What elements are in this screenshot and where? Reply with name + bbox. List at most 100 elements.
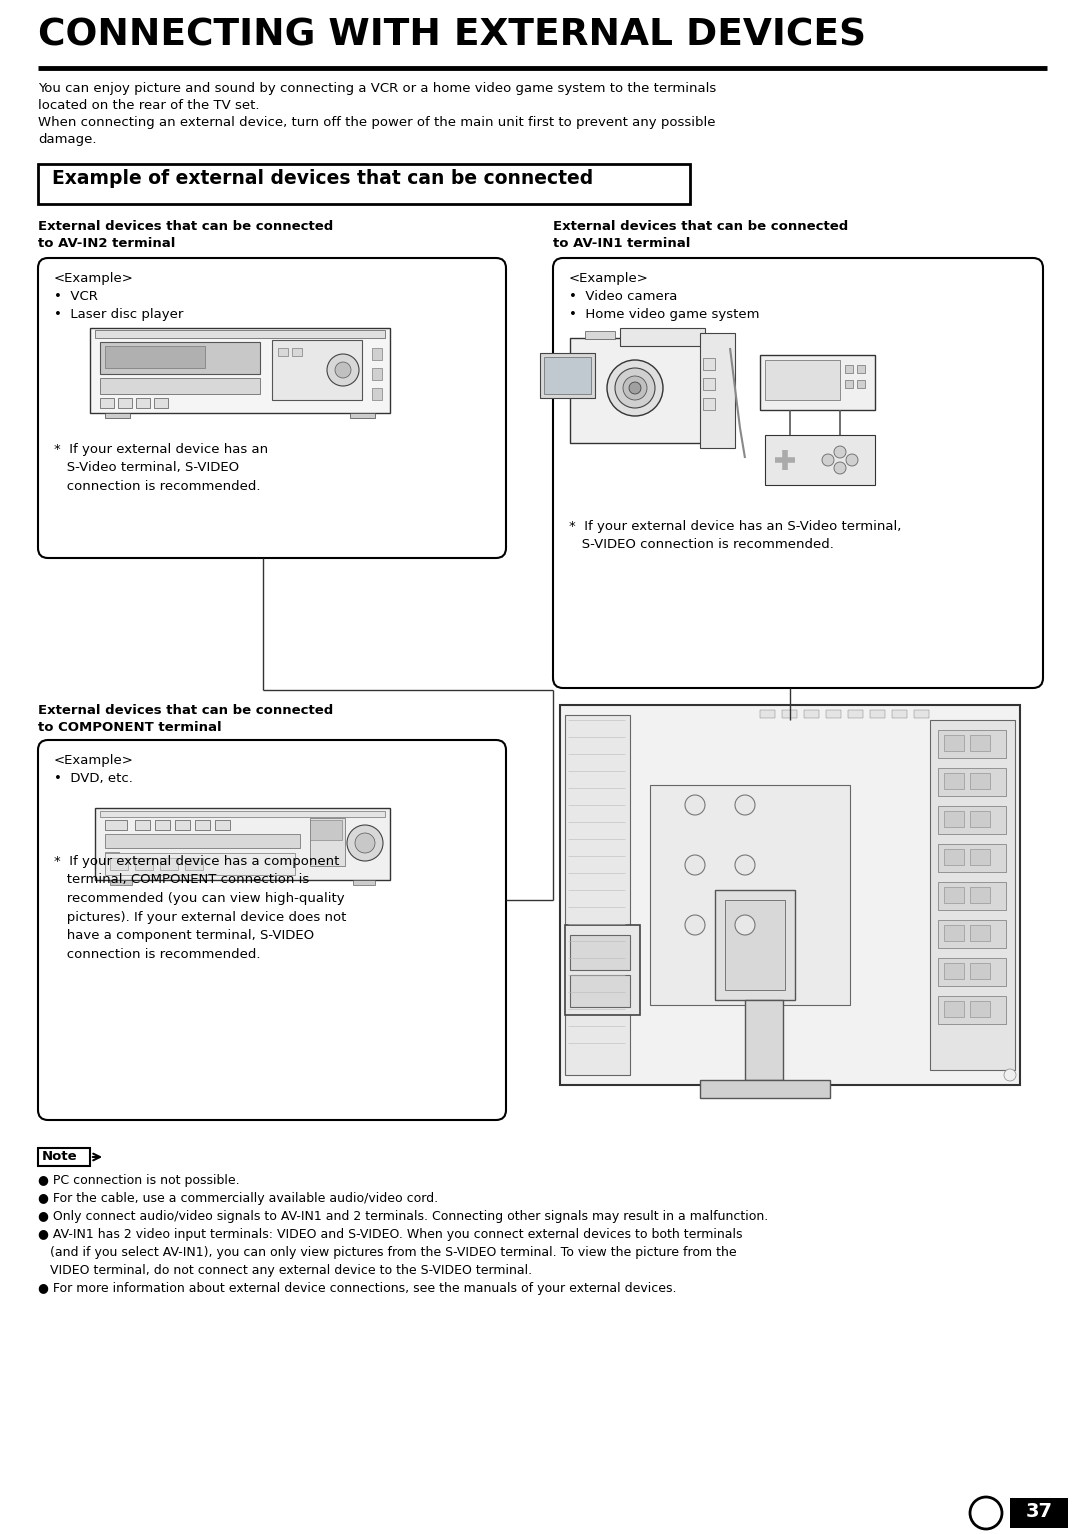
Bar: [160, 858, 178, 870]
Bar: [703, 397, 715, 410]
Bar: [105, 347, 205, 368]
Bar: [845, 365, 853, 373]
Text: VIDEO terminal, do not connect any external device to the S-VIDEO terminal.: VIDEO terminal, do not connect any exter…: [38, 1264, 532, 1276]
Bar: [804, 710, 819, 718]
FancyBboxPatch shape: [553, 258, 1043, 689]
Bar: [703, 357, 715, 370]
Circle shape: [335, 362, 351, 377]
Circle shape: [685, 914, 705, 936]
FancyBboxPatch shape: [38, 739, 507, 1120]
Circle shape: [629, 382, 642, 394]
Bar: [540, 353, 595, 397]
Bar: [970, 811, 990, 827]
Text: damage.: damage.: [38, 133, 96, 146]
Bar: [745, 1000, 783, 1080]
Bar: [565, 715, 630, 1075]
Bar: [570, 976, 630, 1006]
Text: •  Home video game system: • Home video game system: [569, 308, 759, 321]
Circle shape: [347, 825, 383, 861]
Text: External devices that can be connected: External devices that can be connected: [38, 219, 334, 233]
Bar: [565, 925, 640, 1016]
Bar: [544, 357, 591, 394]
Bar: [765, 360, 840, 400]
Bar: [703, 377, 715, 390]
Bar: [100, 377, 260, 394]
Bar: [944, 848, 964, 865]
Bar: [848, 710, 863, 718]
Text: ● For the cable, use a commercially available audio/video cord.: ● For the cable, use a commercially avai…: [38, 1192, 438, 1206]
Text: •  Video camera: • Video camera: [569, 290, 677, 304]
Bar: [135, 821, 150, 830]
Bar: [970, 1002, 990, 1017]
Bar: [125, 854, 135, 862]
Bar: [715, 890, 795, 1000]
Bar: [760, 710, 775, 718]
Bar: [95, 808, 390, 881]
Bar: [139, 854, 149, 862]
Circle shape: [822, 454, 834, 466]
Bar: [944, 887, 964, 904]
Text: located on the rear of the TV set.: located on the rear of the TV set.: [38, 100, 259, 112]
Bar: [353, 881, 375, 885]
Bar: [372, 388, 382, 400]
Bar: [944, 773, 964, 788]
Text: When connecting an external device, turn off the power of the main unit first to: When connecting an external device, turn…: [38, 117, 715, 129]
Bar: [939, 920, 1005, 948]
Bar: [110, 858, 129, 870]
Bar: [970, 963, 990, 979]
Text: to AV-IN1 terminal: to AV-IN1 terminal: [553, 236, 690, 250]
Bar: [195, 821, 210, 830]
Circle shape: [327, 354, 359, 387]
Bar: [650, 785, 850, 1005]
Circle shape: [615, 368, 654, 408]
Bar: [939, 730, 1005, 758]
Bar: [90, 328, 390, 413]
Bar: [970, 773, 990, 788]
Circle shape: [623, 376, 647, 400]
Text: ● Only connect audio/video signals to AV-IN1 and 2 terminals. Connecting other s: ● Only connect audio/video signals to AV…: [38, 1210, 768, 1223]
Bar: [970, 735, 990, 752]
Text: *  If your external device has an S-Video terminal,
   S-VIDEO connection is rec: * If your external device has an S-Video…: [569, 520, 902, 552]
Bar: [944, 963, 964, 979]
Bar: [105, 851, 119, 862]
Bar: [215, 821, 230, 830]
Bar: [944, 811, 964, 827]
Bar: [858, 365, 865, 373]
Bar: [970, 925, 990, 940]
Bar: [892, 710, 907, 718]
Bar: [570, 337, 710, 443]
Text: <Example>: <Example>: [54, 755, 134, 767]
Bar: [858, 380, 865, 388]
Bar: [118, 397, 132, 408]
Bar: [105, 853, 295, 874]
Text: (and if you select AV-IN1), you can only view pictures from the S-VIDEO terminal: (and if you select AV-IN1), you can only…: [38, 1246, 737, 1259]
Bar: [175, 821, 190, 830]
Bar: [914, 710, 929, 718]
Bar: [135, 858, 153, 870]
Bar: [100, 397, 114, 408]
Bar: [570, 936, 630, 969]
Text: *  If your external device has an
   S-Video terminal, S-VIDEO
   connection is : * If your external device has an S-Video…: [54, 443, 268, 492]
Bar: [278, 348, 288, 356]
Bar: [100, 342, 260, 374]
Text: 37: 37: [1026, 1502, 1053, 1522]
Bar: [561, 706, 1020, 1085]
Bar: [725, 900, 785, 989]
Circle shape: [970, 1497, 1002, 1529]
Text: •  VCR: • VCR: [54, 290, 98, 304]
Text: <Example>: <Example>: [54, 272, 134, 285]
Circle shape: [735, 854, 755, 874]
Circle shape: [735, 914, 755, 936]
Bar: [939, 996, 1005, 1025]
Bar: [350, 413, 375, 417]
Bar: [292, 348, 302, 356]
Bar: [970, 887, 990, 904]
Bar: [153, 854, 163, 862]
Bar: [310, 818, 345, 867]
Text: US: US: [977, 1508, 995, 1519]
Bar: [620, 328, 705, 347]
Bar: [939, 959, 1005, 986]
Bar: [760, 354, 875, 410]
Bar: [944, 925, 964, 940]
Bar: [870, 710, 885, 718]
